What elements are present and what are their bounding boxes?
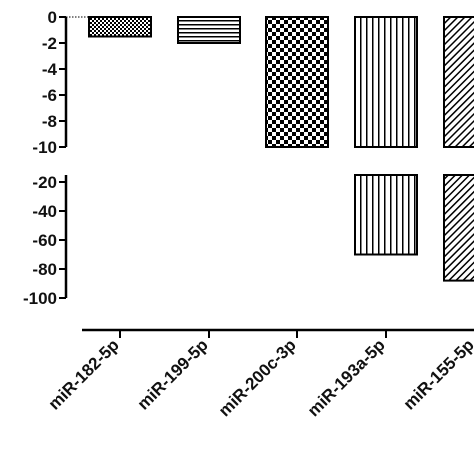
bar-miR-193a-5p-upper <box>355 17 417 147</box>
x-axis-category-labels: miR-182-5p miR-199-5p miR-200c-3p miR-193a-… <box>45 330 474 420</box>
x-category-label: miR-193a-5p <box>304 335 389 420</box>
y-tick-label: -60 <box>32 231 57 250</box>
y-tick-label: -80 <box>32 260 57 279</box>
y-tick-label: -10 <box>32 138 57 157</box>
x-category-label: miR-199-5p <box>134 335 212 413</box>
bars <box>89 17 474 281</box>
bar-miR-193a-5p-lower <box>355 175 417 255</box>
bar-miR-200c-3p-upper <box>266 17 328 147</box>
bar-miR-199-5p <box>178 17 240 43</box>
y-axis-ticks: 0 -2 -4 -6 -8 -10 -20 -40 -60 -80 -100 <box>23 8 66 308</box>
bar-miR-155-5p-upper <box>444 17 474 147</box>
y-tick-label: -8 <box>42 112 57 131</box>
y-tick-label: -6 <box>42 86 57 105</box>
y-tick-label: -40 <box>32 202 57 221</box>
y-tick-label: -2 <box>42 34 57 53</box>
y-tick-label: -4 <box>42 60 58 79</box>
x-category-label: miR-200c-3p <box>215 335 300 420</box>
y-tick-label: -20 <box>32 173 57 192</box>
bar-miR-155-5p-lower <box>444 175 474 281</box>
bar-miR-182-5p <box>89 17 151 37</box>
x-category-label: miR-155-5p <box>400 335 474 413</box>
y-tick-label: -100 <box>23 289 57 308</box>
y-tick-label: 0 <box>48 8 57 27</box>
x-category-label: miR-182-5p <box>45 335 123 413</box>
